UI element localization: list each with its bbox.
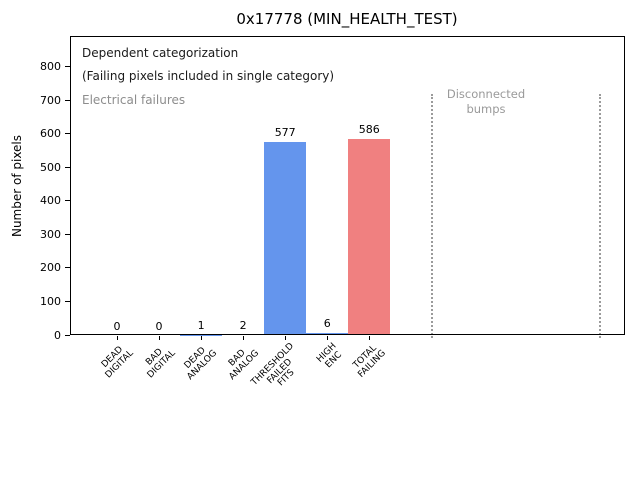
annotation-disconnected-bumps: Disconnected bumps xyxy=(447,87,525,116)
x-tick-mark xyxy=(368,335,370,340)
dotted-vline xyxy=(598,93,601,339)
y-tick-label: 500 xyxy=(40,160,61,174)
annotation-failing-pixels: (Failing pixels included in single categ… xyxy=(82,69,335,83)
x-tick-mark xyxy=(284,335,286,340)
y-tick-mark xyxy=(64,300,70,302)
x-tick-mark xyxy=(242,335,244,340)
y-tick-label: 700 xyxy=(40,93,61,107)
y-tick-mark xyxy=(64,133,70,135)
x-tick-label: BAD DIGITAL xyxy=(139,342,177,380)
x-tick-label: TOTAL FAILING xyxy=(350,342,388,380)
bar-value-label: 1 xyxy=(197,319,205,333)
x-tick-label: THRESHOLD FAILED FITS xyxy=(250,341,311,402)
bar-value-label: 586 xyxy=(358,123,380,137)
x-tick-mark xyxy=(326,335,328,340)
y-tick-mark xyxy=(64,166,70,168)
chart-title: 0x17778 (MIN_HEALTH_TEST) xyxy=(236,10,458,28)
y-tick-label: 200 xyxy=(40,261,61,275)
bar xyxy=(348,138,391,335)
bar-value-label: 577 xyxy=(274,126,296,140)
y-tick-mark xyxy=(64,334,70,336)
annotation-disconnected-line1: Disconnected xyxy=(446,87,526,101)
bar-value-label: 6 xyxy=(323,317,331,331)
x-tick-label: HIGH ENC xyxy=(315,341,346,372)
annotation-electrical-failures: Electrical failures xyxy=(82,93,186,107)
bar-value-label: 0 xyxy=(155,319,163,333)
y-tick-mark xyxy=(64,267,70,269)
x-tick-mark xyxy=(116,335,118,340)
bar xyxy=(306,332,349,335)
y-tick-mark xyxy=(64,200,70,202)
bar-value-label: 2 xyxy=(239,318,247,332)
annotation-dependent-categorization: Dependent categorization xyxy=(82,46,239,60)
annotation-disconnected-line2: bumps xyxy=(466,101,506,116)
y-tick-label: 800 xyxy=(40,60,61,74)
bar-value-label: 0 xyxy=(113,319,121,333)
dotted-vline xyxy=(430,93,433,339)
y-axis-label: Number of pixels xyxy=(10,134,24,238)
y-tick-mark xyxy=(64,233,70,235)
y-tick-label: 600 xyxy=(40,127,61,141)
y-tick-label: 400 xyxy=(40,194,61,208)
x-tick-mark xyxy=(200,335,202,340)
y-tick-label: 300 xyxy=(40,227,61,241)
x-tick-label: DEAD ANALOG xyxy=(179,342,219,382)
y-tick-label: 0 xyxy=(54,328,61,342)
y-tick-label: 100 xyxy=(40,294,61,308)
y-tick-mark xyxy=(64,66,70,68)
x-tick-label: DEAD DIGITAL xyxy=(97,342,135,380)
bar xyxy=(264,141,307,335)
y-tick-mark xyxy=(64,99,70,101)
x-tick-mark xyxy=(158,335,160,340)
